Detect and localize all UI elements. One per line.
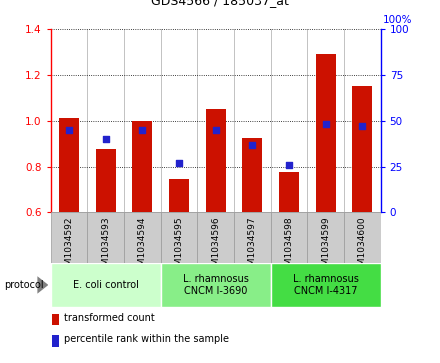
Bar bbox=[161, 212, 197, 263]
Bar bbox=[51, 212, 87, 263]
Bar bbox=[197, 212, 234, 263]
Bar bbox=[161, 263, 271, 307]
Bar bbox=[51, 335, 59, 347]
Text: GSM1034599: GSM1034599 bbox=[321, 216, 330, 277]
Text: GSM1034595: GSM1034595 bbox=[174, 216, 183, 277]
Text: GSM1034597: GSM1034597 bbox=[248, 216, 257, 277]
Point bbox=[212, 127, 219, 133]
Point bbox=[286, 162, 293, 168]
Point bbox=[139, 127, 146, 133]
Bar bbox=[95, 149, 116, 212]
Bar bbox=[51, 314, 59, 325]
Bar bbox=[307, 212, 344, 263]
Text: L. rhamnosus
CNCM I-4317: L. rhamnosus CNCM I-4317 bbox=[293, 274, 359, 296]
Text: GSM1034600: GSM1034600 bbox=[358, 216, 367, 277]
Bar bbox=[271, 212, 307, 263]
Bar bbox=[234, 212, 271, 263]
Text: GSM1034593: GSM1034593 bbox=[101, 216, 110, 277]
Text: transformed count: transformed count bbox=[64, 313, 154, 323]
Point bbox=[359, 123, 366, 129]
Point bbox=[176, 160, 183, 166]
Text: protocol: protocol bbox=[4, 280, 44, 290]
Text: GDS4566 / 185037_at: GDS4566 / 185037_at bbox=[151, 0, 289, 7]
Text: E. coli control: E. coli control bbox=[73, 280, 139, 290]
Bar bbox=[87, 212, 124, 263]
Bar bbox=[352, 86, 372, 212]
Bar bbox=[344, 212, 381, 263]
Text: percentile rank within the sample: percentile rank within the sample bbox=[64, 334, 229, 344]
Bar bbox=[315, 54, 336, 212]
Text: GSM1034594: GSM1034594 bbox=[138, 216, 147, 277]
Bar bbox=[59, 118, 79, 212]
Bar bbox=[271, 263, 381, 307]
Point bbox=[322, 122, 329, 127]
Polygon shape bbox=[37, 276, 48, 294]
Point bbox=[66, 127, 73, 133]
Text: 100%: 100% bbox=[383, 15, 412, 25]
Point bbox=[249, 142, 256, 147]
Bar bbox=[132, 121, 152, 212]
Bar bbox=[205, 109, 226, 212]
Bar bbox=[279, 172, 299, 212]
Bar bbox=[51, 263, 161, 307]
Text: L. rhamnosus
CNCM I-3690: L. rhamnosus CNCM I-3690 bbox=[183, 274, 249, 296]
Bar bbox=[242, 138, 262, 212]
Text: GSM1034592: GSM1034592 bbox=[64, 216, 73, 277]
Point bbox=[102, 136, 109, 142]
Bar bbox=[169, 179, 189, 212]
Text: GSM1034596: GSM1034596 bbox=[211, 216, 220, 277]
Text: GSM1034598: GSM1034598 bbox=[284, 216, 293, 277]
Bar bbox=[124, 212, 161, 263]
